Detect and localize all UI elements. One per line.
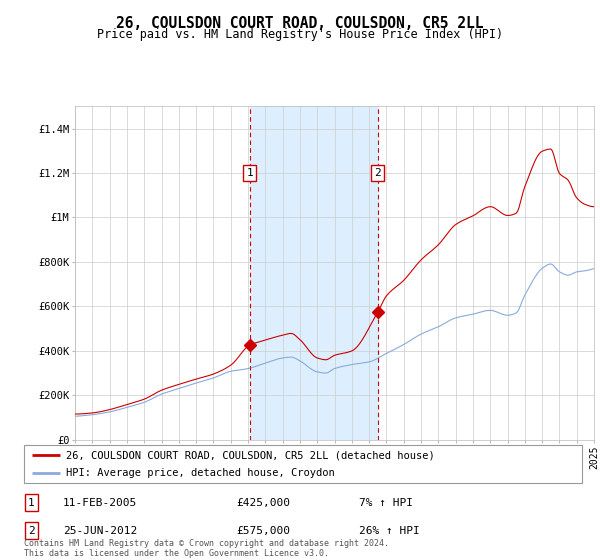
Text: 7% ↑ HPI: 7% ↑ HPI — [359, 498, 413, 507]
Text: 26, COULSDON COURT ROAD, COULSDON, CR5 2LL (detached house): 26, COULSDON COURT ROAD, COULSDON, CR5 2… — [66, 450, 434, 460]
Text: 11-FEB-2005: 11-FEB-2005 — [63, 498, 137, 507]
Text: £425,000: £425,000 — [236, 498, 290, 507]
Text: 1: 1 — [28, 498, 35, 507]
Text: Contains HM Land Registry data © Crown copyright and database right 2024.
This d: Contains HM Land Registry data © Crown c… — [24, 539, 389, 558]
Text: 2: 2 — [28, 526, 35, 535]
Text: 2: 2 — [374, 168, 381, 178]
Bar — [250, 106, 378, 440]
Text: 1: 1 — [247, 168, 253, 178]
Text: 26% ↑ HPI: 26% ↑ HPI — [359, 526, 419, 535]
Text: Price paid vs. HM Land Registry's House Price Index (HPI): Price paid vs. HM Land Registry's House … — [97, 28, 503, 41]
Text: 26, COULSDON COURT ROAD, COULSDON, CR5 2LL: 26, COULSDON COURT ROAD, COULSDON, CR5 2… — [116, 16, 484, 31]
Text: £575,000: £575,000 — [236, 526, 290, 535]
Text: HPI: Average price, detached house, Croydon: HPI: Average price, detached house, Croy… — [66, 468, 335, 478]
Text: 25-JUN-2012: 25-JUN-2012 — [63, 526, 137, 535]
